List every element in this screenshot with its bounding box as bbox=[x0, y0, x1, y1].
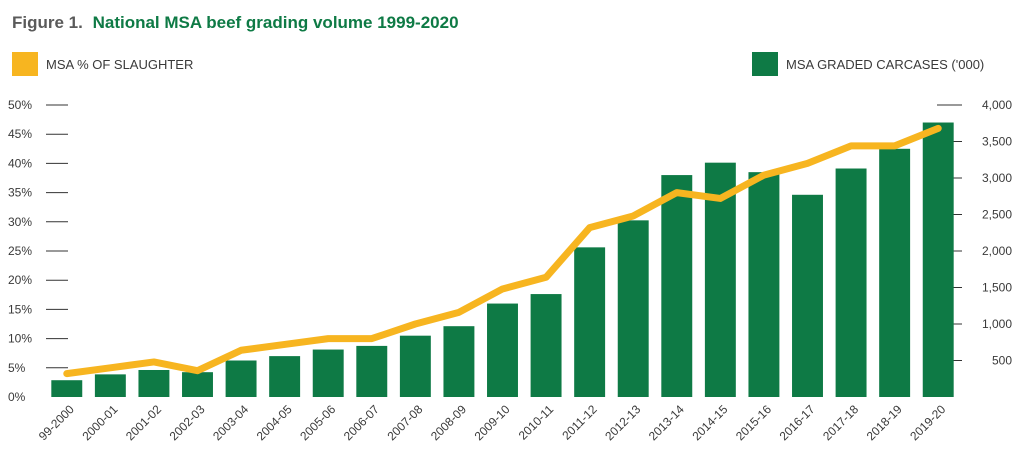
left-axis-tick-label: 20% bbox=[8, 273, 32, 287]
right-axis-tick-label: 4,000 bbox=[982, 98, 1012, 112]
x-axis-tick-label: 2009-10 bbox=[472, 402, 513, 443]
legend-line: MSA % OF SLAUGHTER bbox=[12, 52, 193, 76]
left-axis-tick-label: 15% bbox=[8, 302, 32, 316]
x-axis-tick-label: 99-2000 bbox=[36, 402, 77, 443]
left-axis-tick-label: 5% bbox=[8, 361, 26, 375]
bar bbox=[182, 372, 213, 397]
left-axis-tick-label: 45% bbox=[8, 127, 32, 141]
bar bbox=[661, 175, 693, 397]
line-layer bbox=[63, 124, 942, 378]
line-series bbox=[63, 124, 942, 378]
bar bbox=[574, 247, 606, 397]
right-axis-tick-label: 2,500 bbox=[982, 208, 1012, 222]
bar bbox=[487, 303, 518, 397]
bar bbox=[138, 369, 170, 397]
x-axis-tick-label: 2001-02 bbox=[123, 402, 164, 443]
x-axis-tick-label: 2007-08 bbox=[384, 402, 425, 443]
x-axis-tick-label: 2008-09 bbox=[428, 402, 469, 443]
bar bbox=[530, 294, 562, 397]
left-axis-tick-label: 25% bbox=[8, 244, 32, 258]
right-axis-tick-label: 3,500 bbox=[982, 135, 1012, 149]
legend-bar-label: MSA GRADED CARCASES ('000) bbox=[786, 57, 984, 72]
left-axis-tick-label: 50% bbox=[8, 98, 32, 112]
legend-bar-swatch bbox=[752, 52, 778, 76]
x-axis-tick-label: 2011-12 bbox=[559, 402, 600, 443]
x-axis-tick-label: 2015-16 bbox=[733, 402, 774, 443]
bar bbox=[835, 168, 867, 397]
bar bbox=[922, 122, 954, 398]
left-axis-tick-label: 30% bbox=[8, 215, 32, 229]
bar bbox=[225, 360, 257, 397]
bar bbox=[51, 380, 83, 397]
left-axis-tick-label: 35% bbox=[8, 186, 32, 200]
left-axis-tick-label: 10% bbox=[8, 332, 32, 346]
left-axis-tick-label: 0% bbox=[8, 390, 26, 404]
right-axis: 500 1,000 1,500 2,000 2,500 3,000 3,500 4,000 bbox=[937, 98, 1012, 368]
x-axis-tick-label: 2017-18 bbox=[820, 402, 861, 443]
right-axis-tick-label: 500 bbox=[992, 354, 1012, 368]
x-axis-tick-label: 2016-17 bbox=[777, 402, 818, 443]
chart-title-prefix: Figure 1. bbox=[12, 13, 83, 32]
right-axis-tick-label: 3,000 bbox=[982, 171, 1012, 185]
bar bbox=[94, 374, 126, 397]
x-axis-tick-label: 2000-01 bbox=[79, 402, 120, 443]
legend-line-label: MSA % OF SLAUGHTER bbox=[46, 57, 193, 72]
x-axis-tick-label: 2010-11 bbox=[516, 402, 557, 443]
right-axis-tick-label: 1,000 bbox=[982, 317, 1012, 331]
bar bbox=[443, 326, 475, 397]
x-axis: 99-2000 2000-01 2001-02 2002-03 2003-04 2004-… bbox=[36, 402, 949, 443]
legend-line-swatch bbox=[12, 52, 38, 76]
x-axis-tick-label: 2018-19 bbox=[864, 402, 905, 443]
x-axis-tick-label: 2005-06 bbox=[297, 402, 338, 443]
x-axis-tick-label: 2002-03 bbox=[167, 402, 208, 443]
x-axis-tick-label: 2012-13 bbox=[602, 402, 643, 443]
bar bbox=[269, 356, 301, 397]
right-axis-tick-label: 2,000 bbox=[982, 244, 1012, 258]
chart-title-main: National MSA beef grading volume 1999-20… bbox=[93, 13, 459, 32]
legend-bar: MSA GRADED CARCASES ('000) bbox=[752, 52, 984, 76]
x-axis-tick-label: 2004-05 bbox=[254, 402, 295, 443]
bar bbox=[399, 335, 431, 397]
x-axis-tick-label: 2019-20 bbox=[907, 402, 948, 443]
bar bbox=[792, 194, 823, 397]
bar bbox=[748, 172, 780, 397]
x-axis-tick-label: 2003-04 bbox=[210, 402, 251, 443]
chart-title: Figure 1. National MSA beef grading volu… bbox=[12, 13, 459, 32]
bar bbox=[879, 148, 911, 397]
x-axis-tick-label: 2006-07 bbox=[341, 402, 382, 443]
bar bbox=[356, 345, 388, 397]
x-axis-tick-label: 2013-14 bbox=[646, 402, 687, 443]
bar bbox=[617, 220, 649, 397]
x-axis-tick-label: 2014-15 bbox=[689, 402, 730, 443]
bars bbox=[51, 122, 954, 398]
left-axis: 0% 5% 10% 15% 20% 25% 30% 35% 40% 45% 50% bbox=[8, 98, 68, 404]
right-axis-tick-label: 1,500 bbox=[982, 281, 1012, 295]
left-axis-tick-label: 40% bbox=[8, 156, 32, 170]
bar bbox=[312, 349, 344, 397]
